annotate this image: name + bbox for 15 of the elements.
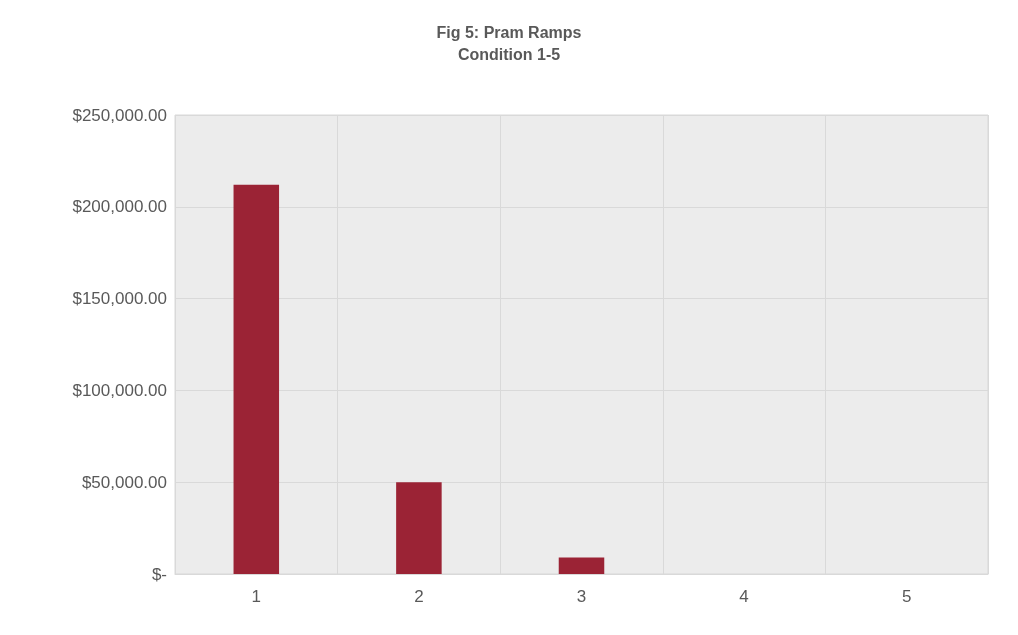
- x-tick-label: 4: [739, 587, 749, 606]
- y-tick-label: $200,000.00: [72, 197, 167, 217]
- y-tick-label: $150,000.00: [72, 289, 167, 309]
- y-tick-label: $100,000.00: [72, 380, 167, 400]
- x-tick-label: 2: [414, 587, 424, 606]
- y-tick-label: $250,000.00: [72, 105, 167, 125]
- y-tick-label: $-: [151, 564, 167, 584]
- x-tick-label: 3: [576, 587, 587, 606]
- bar: [558, 557, 605, 574]
- y-tick-label: $50,000.00: [81, 472, 167, 492]
- chart-title: Fig 5: Pram Ramps Condition 1-5: [436, 23, 582, 63]
- x-tick-label: 1: [251, 587, 262, 606]
- bar: [233, 184, 280, 574]
- bar: [396, 482, 442, 574]
- x-tick-label: 5: [901, 587, 912, 606]
